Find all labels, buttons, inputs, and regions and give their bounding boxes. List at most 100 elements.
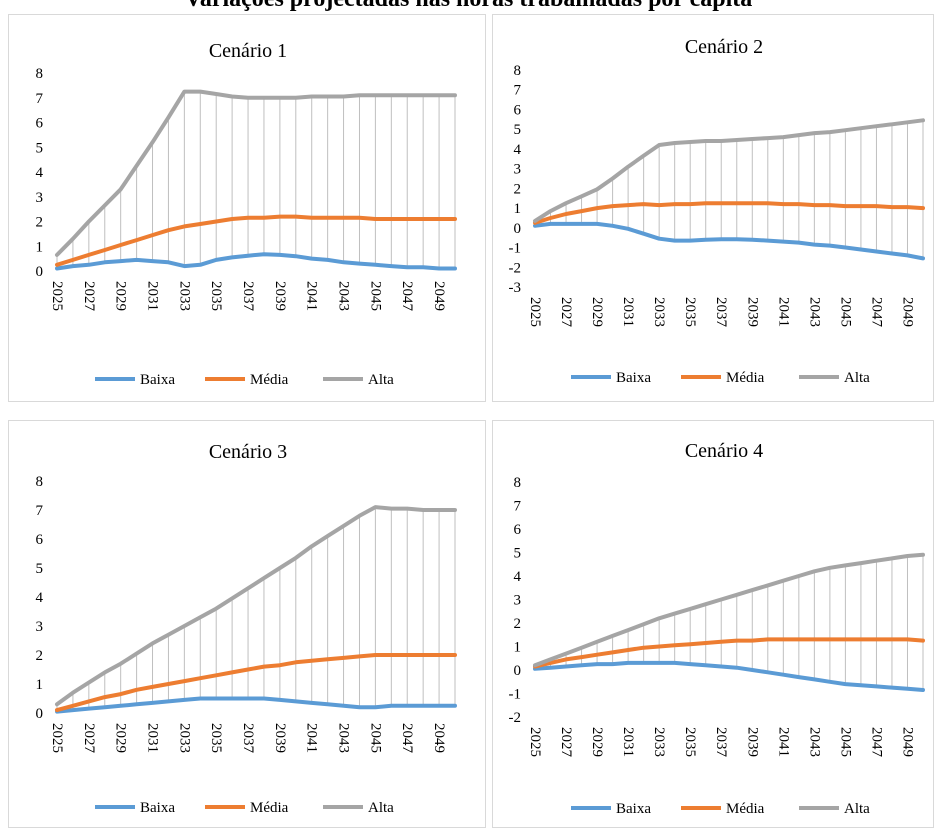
- y-tick-label: -1: [509, 241, 522, 257]
- y-tick-label: 6: [514, 102, 522, 118]
- legend-label: Baixa: [616, 370, 651, 386]
- legend-item-media: Média: [205, 372, 289, 388]
- x-tick-label: 2039: [744, 297, 760, 327]
- x-tick-label: 2029: [113, 723, 129, 753]
- x-tick-label: 2049: [431, 281, 447, 311]
- y-tick-label: 3: [514, 593, 522, 609]
- x-tick-label: 2045: [837, 297, 853, 327]
- x-tick-label: 2037: [240, 281, 256, 312]
- x-tick-label: 2031: [620, 297, 636, 327]
- legend-label: Média: [726, 801, 765, 817]
- x-tick-label: 2031: [145, 281, 161, 311]
- y-tick-label: 7: [514, 83, 522, 99]
- y-tick-label: 4: [514, 569, 522, 585]
- chart-title: Cenário 4: [685, 440, 763, 462]
- x-tick-label: 2037: [713, 727, 729, 758]
- legend-item-baixa: Baixa: [95, 372, 175, 388]
- x-tick-label: 2035: [682, 727, 698, 757]
- series-line-media: [55, 653, 457, 713]
- y-tick-label: 6: [514, 522, 522, 538]
- page-header: Variações projectadas nas horas trabalha…: [0, 0, 937, 12]
- y-tick-label: 4: [36, 165, 44, 181]
- y-tick-label: 6: [36, 532, 44, 548]
- y-tick-label: -2: [509, 260, 522, 276]
- y-tick-label: -3: [509, 280, 522, 296]
- legend-label: Média: [250, 800, 289, 816]
- y-tick-label: 2: [514, 616, 522, 632]
- y-tick-label: 8: [514, 475, 522, 491]
- legend-item-baixa: Baixa: [571, 370, 651, 386]
- series-line-alta: [533, 552, 925, 668]
- x-tick-label: 2043: [336, 723, 352, 753]
- legend-item-alta: Alta: [323, 372, 394, 388]
- x-tick-label: 2027: [81, 281, 97, 312]
- x-tick-label: 2029: [589, 297, 605, 327]
- x-tick-label: 2035: [208, 723, 224, 753]
- x-tick-label: 2035: [208, 281, 224, 311]
- y-tick-label: 6: [36, 116, 44, 132]
- y-tick-label: 2: [36, 648, 44, 664]
- series-line-media: [533, 201, 925, 225]
- legend-label: Baixa: [140, 800, 175, 816]
- legend-item-media: Média: [205, 800, 289, 816]
- x-tick-label: 2045: [837, 727, 853, 757]
- x-tick-label: 2049: [899, 727, 915, 757]
- y-tick-label: 1: [514, 201, 522, 217]
- chart-panel-cenario-2: Cenário 2 -3 -2 -1 0 1 2 3 4 5 6 7 8 2025 2027 2029 2031…: [492, 14, 934, 402]
- x-tick-label: 2041: [304, 723, 320, 753]
- y-tick-label: 1: [36, 239, 44, 255]
- y-tick-label: 5: [514, 546, 522, 562]
- x-tick-label: 2033: [651, 727, 667, 757]
- series-line-media: [533, 637, 925, 669]
- x-tick-label: 2045: [367, 723, 383, 753]
- x-tick-label: 2047: [399, 723, 415, 754]
- legend-label: Média: [250, 372, 289, 388]
- series-line-baixa: [533, 221, 925, 261]
- y-tick-label: 4: [514, 142, 522, 158]
- y-tick-label: 5: [514, 122, 522, 138]
- x-tick-label: 2041: [304, 281, 320, 311]
- chart-cenario-4: Cenário 4 -2 -1 0 1 2 3 4 5 6 7 8 2025 2027 2029 2031 20…: [509, 440, 925, 817]
- x-tick-label: 2025: [49, 723, 65, 753]
- y-tick-label: 5: [36, 140, 44, 156]
- chart-panel-cenario-3: Cenário 3 0 1 2 3 4 5 6 7 8 2025 2027 2029 2031 2033 20…: [8, 420, 486, 828]
- legend-label: Alta: [368, 372, 394, 388]
- y-tick-label: 7: [36, 91, 44, 107]
- chart-title: Cenário 2: [685, 36, 763, 58]
- y-tick-label: 4: [36, 590, 44, 606]
- legend-label: Baixa: [140, 372, 175, 388]
- x-tick-label: 2027: [558, 727, 574, 758]
- x-tick-label: 2045: [367, 281, 383, 311]
- x-tick-label: 2043: [806, 727, 822, 757]
- series-line-alta: [533, 118, 925, 223]
- x-tick-label: 2035: [682, 297, 698, 327]
- y-tick-label: 3: [514, 162, 522, 178]
- chart-title: Cenário 3: [209, 441, 287, 463]
- x-tick-label: 2043: [806, 297, 822, 327]
- x-tick-label: 2025: [527, 727, 543, 757]
- y-tick-label: 0: [36, 264, 44, 280]
- x-tick-label: 2039: [744, 727, 760, 757]
- legend-label: Baixa: [616, 801, 651, 817]
- x-tick-label: 2047: [868, 297, 884, 328]
- y-tick-label: 1: [36, 677, 44, 693]
- x-tick-label: 2033: [176, 281, 192, 311]
- y-tick-label: 5: [36, 561, 44, 577]
- x-tick-label: 2039: [272, 281, 288, 311]
- series-line-alta: [55, 505, 457, 707]
- x-tick-label: 2037: [240, 723, 256, 754]
- series-line-baixa: [55, 696, 457, 714]
- legend-label: Alta: [368, 800, 394, 816]
- chart-title: Cenário 1: [209, 40, 287, 62]
- x-tick-label: 2049: [899, 297, 915, 327]
- y-tick-label: 7: [514, 499, 522, 515]
- y-tick-label: 2: [36, 215, 44, 231]
- chart-panel-cenario-1: Cenário 1 0 1 2 3 4 5 6 7 8 2025 2027 2029 2031 2033 20…: [8, 14, 486, 402]
- y-tick-label: 0: [36, 706, 44, 722]
- y-tick-label: 8: [36, 66, 44, 82]
- legend-label: Alta: [844, 370, 870, 386]
- series-line-alta: [55, 89, 457, 257]
- y-tick-label: 2: [514, 181, 522, 197]
- y-tick-label: 3: [36, 190, 44, 206]
- x-tick-label: 2029: [589, 727, 605, 757]
